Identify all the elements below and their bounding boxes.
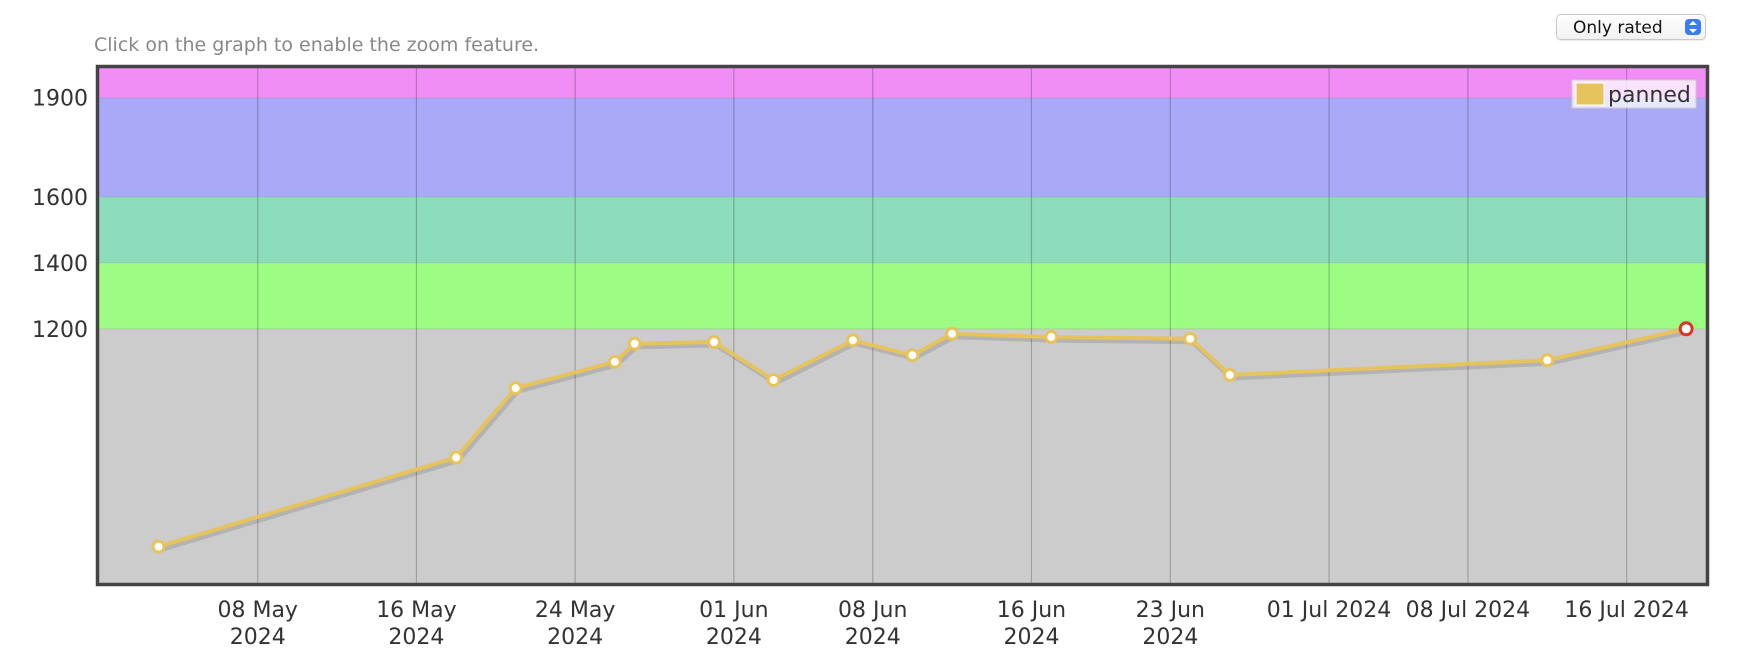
zoom-hint-text: Click on the graph to enable the zoom fe…: [94, 34, 540, 56]
y-tick-label: 1400: [32, 252, 88, 277]
x-tick-label: 2024: [706, 625, 762, 650]
data-point: [508, 381, 523, 396]
rating-band-3: [99, 97, 1706, 197]
x-tick-label: 08 Jun: [838, 598, 907, 623]
data-point: [845, 333, 860, 348]
rating-band-1: [99, 262, 1706, 329]
x-tick-label: 16 May: [376, 598, 456, 623]
data-point: [707, 335, 722, 350]
x-tick-label: 01 Jun: [699, 598, 768, 623]
x-tick-label: 16 Jun: [997, 598, 1066, 623]
y-tick-label: 1200: [32, 318, 88, 343]
select-arrows-icon: [1685, 19, 1701, 35]
legend-swatch: [1575, 82, 1605, 106]
y-axis: 1200 1400 1600 1900: [32, 87, 88, 343]
y-tick-label: 1600: [32, 186, 88, 211]
data-point: [1540, 353, 1555, 368]
x-tick-label: 2024: [547, 625, 603, 650]
y-tick-label: 1900: [32, 87, 88, 112]
rating-band-0: [99, 328, 1706, 583]
rating-filter-label: Only rated: [1573, 18, 1663, 38]
x-tick-label: 24 May: [535, 598, 615, 623]
data-point: [607, 354, 622, 369]
x-tick-label: 2024: [230, 625, 286, 650]
plot-border: [95, 64, 1710, 587]
rating-bands: [99, 68, 1706, 583]
x-tick-label: 08 May: [217, 598, 297, 623]
data-point: [1044, 330, 1059, 345]
legend: panned: [1571, 79, 1697, 109]
data-point: [449, 450, 464, 465]
vertical-gridlines: [99, 68, 1706, 583]
data-point: [945, 326, 960, 341]
x-tick-label: 01 Jul 2024: [1267, 598, 1392, 623]
x-tick-label: 2024: [388, 625, 444, 650]
data-point: [627, 336, 642, 351]
plot-frame: [95, 64, 1710, 587]
legend-label: panned: [1608, 83, 1691, 108]
data-point: [1183, 331, 1198, 346]
rating-filter-select[interactable]: Only rated: [1556, 14, 1706, 40]
data-point: [1222, 368, 1237, 383]
data-point: [151, 539, 166, 554]
x-tick-label: 16 Jul 2024: [1564, 598, 1689, 623]
x-tick-label: 2024: [845, 625, 901, 650]
x-tick-label: 23 Jun: [1136, 598, 1205, 623]
data-point: [766, 372, 781, 387]
series-panned: [151, 321, 1694, 554]
rating-band-4: [99, 68, 1706, 98]
x-tick-label: 2024: [1142, 625, 1198, 650]
x-tick-label: 08 Jul 2024: [1406, 598, 1531, 623]
data-point: [1678, 321, 1694, 337]
data-point: [905, 348, 920, 363]
rating-band-2: [99, 196, 1706, 263]
x-tick-label: 2024: [1003, 625, 1059, 650]
